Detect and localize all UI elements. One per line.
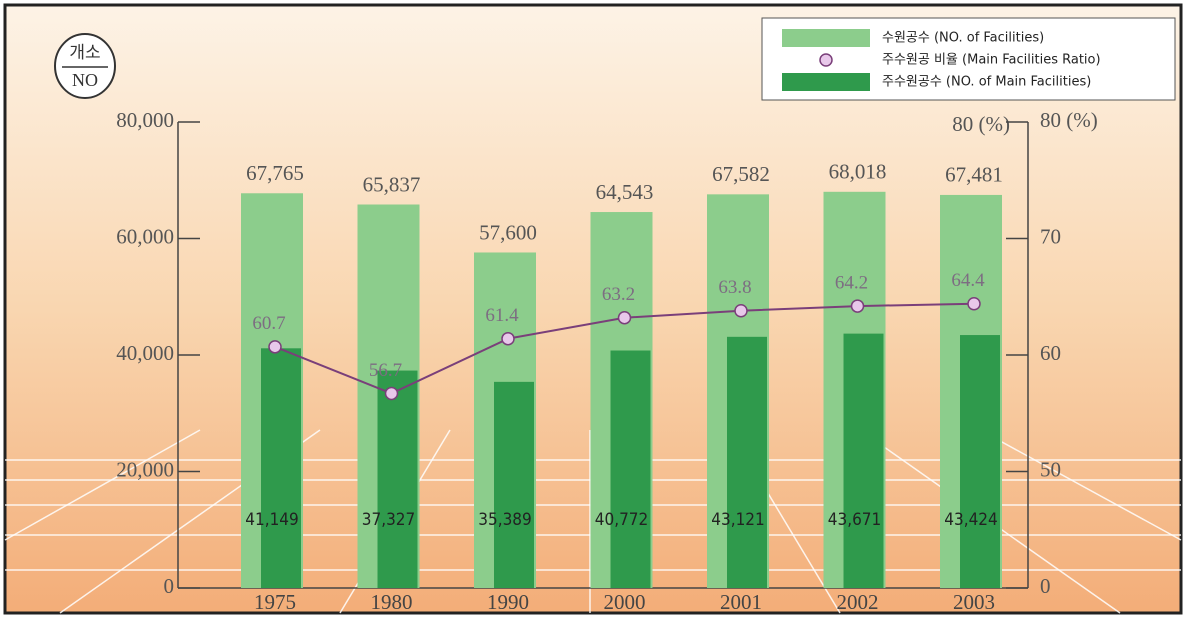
- x-tick-label: 2001: [720, 590, 762, 614]
- ratio-point: [268, 340, 282, 354]
- y-tick-label: 60,000: [116, 224, 174, 248]
- bar-total-label: 65,837: [363, 172, 421, 196]
- y2-tick-label: 80 (%): [1040, 108, 1098, 132]
- bar-inner-label: 43,424: [944, 510, 998, 530]
- ratio-point: [734, 303, 748, 318]
- x-tick-label: 1980: [371, 590, 413, 614]
- x-tick-label: 2003: [953, 590, 995, 614]
- legend-label: 주수원공 비율 (Main Facilities Ratio): [882, 53, 1101, 68]
- bar-total-label: 67,481: [945, 163, 1003, 187]
- bar-total-label: 67,765: [246, 161, 304, 185]
- ratio-label: 64.4: [951, 270, 985, 291]
- bar: [261, 348, 301, 588]
- ratio-point: [967, 296, 981, 311]
- bar-inner-label: 37,327: [362, 510, 416, 530]
- bar-inner-label: 41,149: [245, 510, 299, 530]
- bar-total-label: 64,543: [596, 180, 654, 204]
- bar-total-label: 68,018: [829, 160, 887, 184]
- ratio-point: [850, 299, 865, 313]
- legend-label: 수원공수 (NO. of Facilities): [882, 31, 1044, 46]
- ratio-point: [501, 331, 515, 346]
- legend-label: 주수원공수 (NO. of Main Facilities): [882, 75, 1091, 90]
- y2-tick-label: 0: [1040, 574, 1051, 598]
- bar-total-label: 67,582: [712, 162, 770, 186]
- ratio-point: [617, 310, 632, 325]
- x-tick-label: 1990: [487, 590, 529, 614]
- bar: [610, 350, 651, 588]
- ratio-label: 63.8: [718, 277, 751, 298]
- bar: [960, 335, 1000, 588]
- y-unit-badge: 개소 NO: [54, 33, 116, 99]
- annotation: 80 (%): [952, 112, 1010, 136]
- y2-tick-label: 50: [1040, 457, 1061, 481]
- y-tick-label: 80,000: [116, 108, 174, 132]
- y-tick-label: 0: [164, 574, 175, 598]
- ratio-label: 64.2: [835, 272, 868, 293]
- ratio-label: 60.7: [252, 313, 285, 334]
- ratio-point: [384, 386, 399, 401]
- x-tick-label: 1975: [254, 590, 296, 614]
- badge-circle: [54, 33, 116, 99]
- legend-swatch: [782, 73, 870, 91]
- bar-total-label: 57,600: [479, 220, 537, 244]
- y2-tick-label: 70: [1040, 224, 1061, 248]
- legend-swatch: [782, 29, 870, 47]
- badge-top: 개소: [69, 43, 100, 63]
- badge-bottom: NO: [72, 70, 98, 90]
- bar-inner-label: 35,389: [478, 510, 532, 530]
- bar-inner-label: 43,671: [828, 510, 882, 530]
- y-tick-label: 40,000: [116, 341, 174, 365]
- legend-marker: [819, 53, 833, 67]
- x-tick-label: 2002: [837, 590, 879, 614]
- ratio-label: 56.7: [369, 360, 402, 381]
- bar: [727, 336, 767, 588]
- bar: [377, 370, 418, 588]
- y-tick-label: 20,000: [116, 457, 174, 481]
- x-tick-label: 2000: [604, 590, 646, 614]
- y2-tick-label: 60: [1040, 341, 1061, 365]
- ratio-label: 63.2: [602, 284, 635, 305]
- ratio-label: 61.4: [485, 305, 519, 326]
- bar: [843, 333, 884, 588]
- bar-inner-label: 40,772: [595, 510, 649, 530]
- bar: [494, 381, 534, 588]
- legend: 수원공수 (NO. of Facilities) 주수원공 비율 (Main Fa…: [761, 17, 1176, 101]
- bar-inner-label: 43,121: [711, 510, 765, 530]
